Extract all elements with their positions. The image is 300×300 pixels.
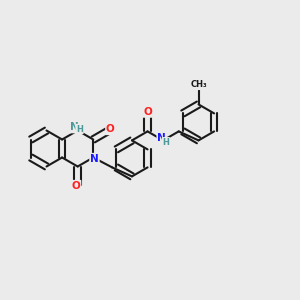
Text: N: N xyxy=(70,122,79,133)
Text: CH₃: CH₃ xyxy=(190,80,207,89)
Text: O: O xyxy=(72,181,81,191)
Text: O: O xyxy=(143,107,152,117)
Text: H: H xyxy=(162,138,169,147)
Text: N: N xyxy=(90,154,99,164)
Text: O: O xyxy=(106,124,115,134)
Text: H: H xyxy=(76,124,83,134)
Text: N: N xyxy=(157,133,166,143)
